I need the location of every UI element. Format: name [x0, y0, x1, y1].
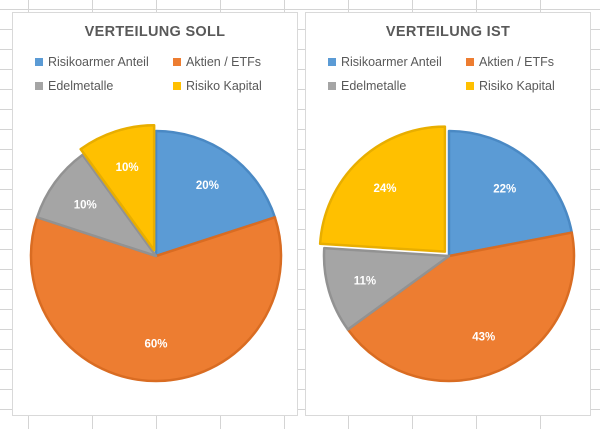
legend-swatch [35, 58, 43, 66]
legend-label: Risiko Kapital [186, 79, 262, 93]
chart-panel-ist: VERTEILUNG IST Risikoarmer Anteil Aktien… [305, 12, 591, 416]
pie-slice-edelmetalle [322, 246, 451, 331]
legend-swatch [466, 82, 474, 90]
legend-label: Aktien / ETFs [479, 55, 555, 69]
legend-item: Risiko Kapital [466, 79, 555, 93]
pie-slice-aktien-etfs [346, 231, 576, 383]
legend-item: Risikoarmer Anteil [35, 55, 168, 69]
pie-slice-risikoarmer-anteil [154, 129, 277, 258]
legend-label: Risikoarmer Anteil [341, 55, 442, 69]
legend-item: Risikoarmer Anteil [328, 55, 461, 69]
slice-data-label: 60% [144, 339, 167, 351]
slice-data-label: 43% [472, 331, 495, 343]
legend-label: Aktien / ETFs [186, 55, 262, 69]
legend-swatch [173, 58, 181, 66]
slice-data-label: 20% [196, 180, 219, 192]
legend-swatch [328, 82, 336, 90]
legend-swatch [328, 58, 336, 66]
pie-slice-risikoarmer-anteil [447, 129, 574, 258]
chart-legend: Risikoarmer Anteil Aktien / ETFs Edelmet… [328, 55, 588, 103]
pie-slice-risiko-kapital [318, 125, 447, 253]
pie-chart-soll: 20% 60% 10% 10% [29, 124, 283, 383]
legend-swatch [466, 58, 474, 66]
slice-data-label: 11% [354, 275, 376, 287]
pie-slice-aktien-etfs [29, 216, 283, 383]
chart-legend: Risikoarmer Anteil Aktien / ETFs Edelmet… [35, 55, 295, 103]
legend-swatch [173, 82, 181, 90]
pie-slice-edelmetalle [35, 153, 158, 258]
slice-data-label: 22% [493, 184, 516, 196]
slice-data-label: 10% [74, 200, 97, 212]
legend-item: Edelmetalle [328, 79, 461, 93]
pie-slice-risiko-kapital [79, 124, 156, 252]
chart-panel-soll: VERTEILUNG SOLL Risikoarmer Anteil Aktie… [12, 12, 298, 416]
slice-data-label: 24% [373, 183, 396, 195]
pie-chart-ist: 22% 43% 11% 24% [318, 125, 576, 383]
chart-title: VERTEILUNG IST [385, 24, 511, 40]
chart-title: VERTEILUNG SOLL [84, 24, 226, 40]
slice-data-label: 10% [116, 162, 139, 174]
legend-item: Risiko Kapital [173, 79, 262, 93]
legend-label: Edelmetalle [341, 79, 407, 93]
legend-item: Edelmetalle [35, 79, 168, 93]
legend-item: Aktien / ETFs [466, 55, 554, 69]
legend-label: Risiko Kapital [479, 79, 555, 93]
legend-label: Risikoarmer Anteil [48, 55, 149, 69]
legend-item: Aktien / ETFs [173, 55, 261, 69]
legend-swatch [35, 82, 43, 90]
legend-label: Edelmetalle [48, 79, 114, 93]
